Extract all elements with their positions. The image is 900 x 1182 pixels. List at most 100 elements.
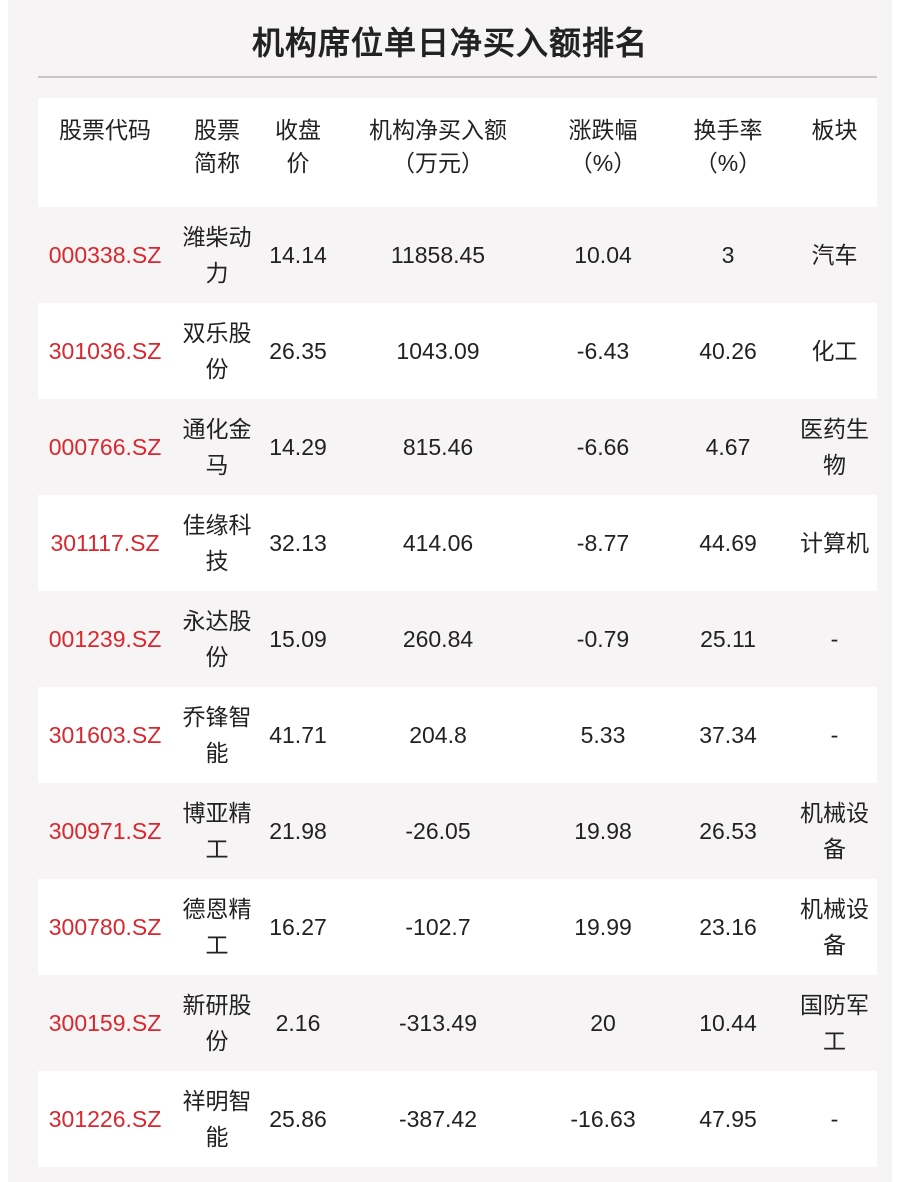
cell-code: 301036.SZ [38, 303, 172, 399]
cell-name: 博亚精工 [172, 783, 262, 879]
table-row: 301117.SZ 佳缘科技 32.13 414.06 -8.77 44.69 计算机 [38, 495, 877, 591]
cell-close: 26.35 [262, 303, 334, 399]
cell-turnover: 40.26 [664, 303, 792, 399]
cell-name: 新研股份 [172, 975, 262, 1071]
header-name: 股票 简称 [172, 98, 262, 207]
cell-sector: 医药生物 [792, 399, 877, 495]
table-row: 001239.SZ 永达股份 15.09 260.84 -0.79 25.11- [38, 591, 877, 687]
cell-turnover: 23.16 [664, 879, 792, 975]
cell-sector: - [792, 1071, 877, 1167]
header-close: 收盘价 [262, 98, 334, 207]
cell-name: 永达股份 [172, 591, 262, 687]
cell-net: 1043.09 [334, 303, 542, 399]
cell-turnover: 3 [664, 207, 792, 303]
table-row: 301226.SZ 祥明智能 25.86 -387.42 -16.63 47.95- [38, 1071, 877, 1167]
cell-close: 15.09 [262, 591, 334, 687]
cell-close: 21.98 [262, 783, 334, 879]
header-line-1: 涨跌幅 [568, 117, 638, 143]
cell-sector: - [792, 591, 877, 687]
cell-sector: 机械设备 [792, 783, 877, 879]
cell-sector: - [792, 687, 877, 783]
cell-close: 14.29 [262, 399, 334, 495]
cell-change: 10.04 [542, 207, 664, 303]
cell-turnover: 44.69 [664, 495, 792, 591]
cell-net: -387.42 [334, 1071, 542, 1167]
cell-turnover: 25.11 [664, 591, 792, 687]
cell-turnover: 37.34 [664, 687, 792, 783]
cell-net: 260.84 [334, 591, 542, 687]
ranking-table: 股票代码 股票 简称 收盘价 机构净买入额 （万元） 涨跌幅 （%） 换手率 （%） 板块 0003… [38, 98, 877, 1167]
header-line-1: 股票 [194, 117, 240, 143]
cell-net: -102.7 [334, 879, 542, 975]
cell-close: 2.16 [262, 975, 334, 1071]
cell-change: 5.33 [542, 687, 664, 783]
cell-close: 32.13 [262, 495, 334, 591]
header-turnover: 换手率 （%） [664, 98, 792, 207]
cell-change: 20 [542, 975, 664, 1071]
cell-sector: 化工 [792, 303, 877, 399]
cell-net: 11858.45 [334, 207, 542, 303]
cell-turnover: 26.53 [664, 783, 792, 879]
cell-turnover: 10.44 [664, 975, 792, 1071]
cell-code: 301603.SZ [38, 687, 172, 783]
header-line-1: 股票代码 [59, 117, 151, 143]
cell-change: -0.79 [542, 591, 664, 687]
cell-code: 300159.SZ [38, 975, 172, 1071]
cell-net: 204.8 [334, 687, 542, 783]
cell-name: 祥明智能 [172, 1071, 262, 1167]
cell-change: -8.77 [542, 495, 664, 591]
cell-close: 25.86 [262, 1071, 334, 1167]
cell-code: 001239.SZ [38, 591, 172, 687]
page-title: 机构席位单日净买入额排名 [251, 25, 648, 61]
cell-close: 14.14 [262, 207, 334, 303]
cell-name: 乔锋智能 [172, 687, 262, 783]
table-header: 股票代码 股票 简称 收盘价 机构净买入额 （万元） 涨跌幅 （%） 换手率 （%） 板块 [38, 98, 877, 207]
header-line-1: 板块 [811, 117, 858, 143]
cell-code: 300780.SZ [38, 879, 172, 975]
header-line-2: （万元） [392, 150, 484, 176]
header-line-1: 机构净买入额 [369, 117, 507, 143]
header-line-2: 价 [286, 150, 310, 176]
table-row: 300159.SZ 新研股份 2.16 -313.49 20 10.44 国防军工 [38, 975, 877, 1071]
cell-name: 潍柴动力 [172, 207, 262, 303]
cell-net: -313.49 [334, 975, 542, 1071]
cell-change: -6.43 [542, 303, 664, 399]
header-line-1: 换手率 [693, 117, 763, 143]
cell-turnover: 47.95 [664, 1071, 792, 1167]
table-row: 301036.SZ 双乐股份 26.35 1043.09 -6.43 40.26 化工 [38, 303, 877, 399]
cell-net: -26.05 [334, 783, 542, 879]
cell-change: -16.63 [542, 1071, 664, 1167]
cell-turnover: 4.67 [664, 399, 792, 495]
cell-code: 301226.SZ [38, 1071, 172, 1167]
cell-code: 000338.SZ [38, 207, 172, 303]
table-row: 300780.SZ 德恩精工 16.27 -102.7 19.99 23.16 机械设备 [38, 879, 877, 975]
table-row: 301603.SZ 乔锋智能 41.71 204.8 5.33 37.34- [38, 687, 877, 783]
cell-sector: 国防军工 [792, 975, 877, 1071]
cell-net: 414.06 [334, 495, 542, 591]
header-change: 涨跌幅 （%） [542, 98, 664, 207]
cell-sector: 机械设备 [792, 879, 877, 975]
cell-change: 19.98 [542, 783, 664, 879]
table-row: 300971.SZ 博亚精工 21.98 -26.05 19.98 26.53 机械设备 [38, 783, 877, 879]
header-net-buy: 机构净买入额 （万元） [334, 98, 542, 207]
cell-name: 双乐股份 [172, 303, 262, 399]
cell-code: 301117.SZ [38, 495, 172, 591]
cell-name: 通化金马 [172, 399, 262, 495]
cell-name: 德恩精工 [172, 879, 262, 975]
cell-code: 000766.SZ [38, 399, 172, 495]
header-line-1: 收盘 [275, 117, 321, 143]
cell-close: 41.71 [262, 687, 334, 783]
cell-code: 300971.SZ [38, 783, 172, 879]
cell-change: -6.66 [542, 399, 664, 495]
header-line-2: （%） [694, 150, 762, 176]
header-sector: 板块 [792, 98, 877, 207]
cell-close: 16.27 [262, 879, 334, 975]
cell-name: 佳缘科技 [172, 495, 262, 591]
cell-net: 815.46 [334, 399, 542, 495]
cell-sector: 汽车 [792, 207, 877, 303]
table-row: 000766.SZ 通化金马 14.29 815.46 -6.66 4.67 医药生物 [38, 399, 877, 495]
header-code: 股票代码 [38, 98, 172, 207]
title-divider [38, 76, 877, 78]
header-line-2: （%） [569, 150, 637, 176]
cell-sector: 计算机 [792, 495, 877, 591]
